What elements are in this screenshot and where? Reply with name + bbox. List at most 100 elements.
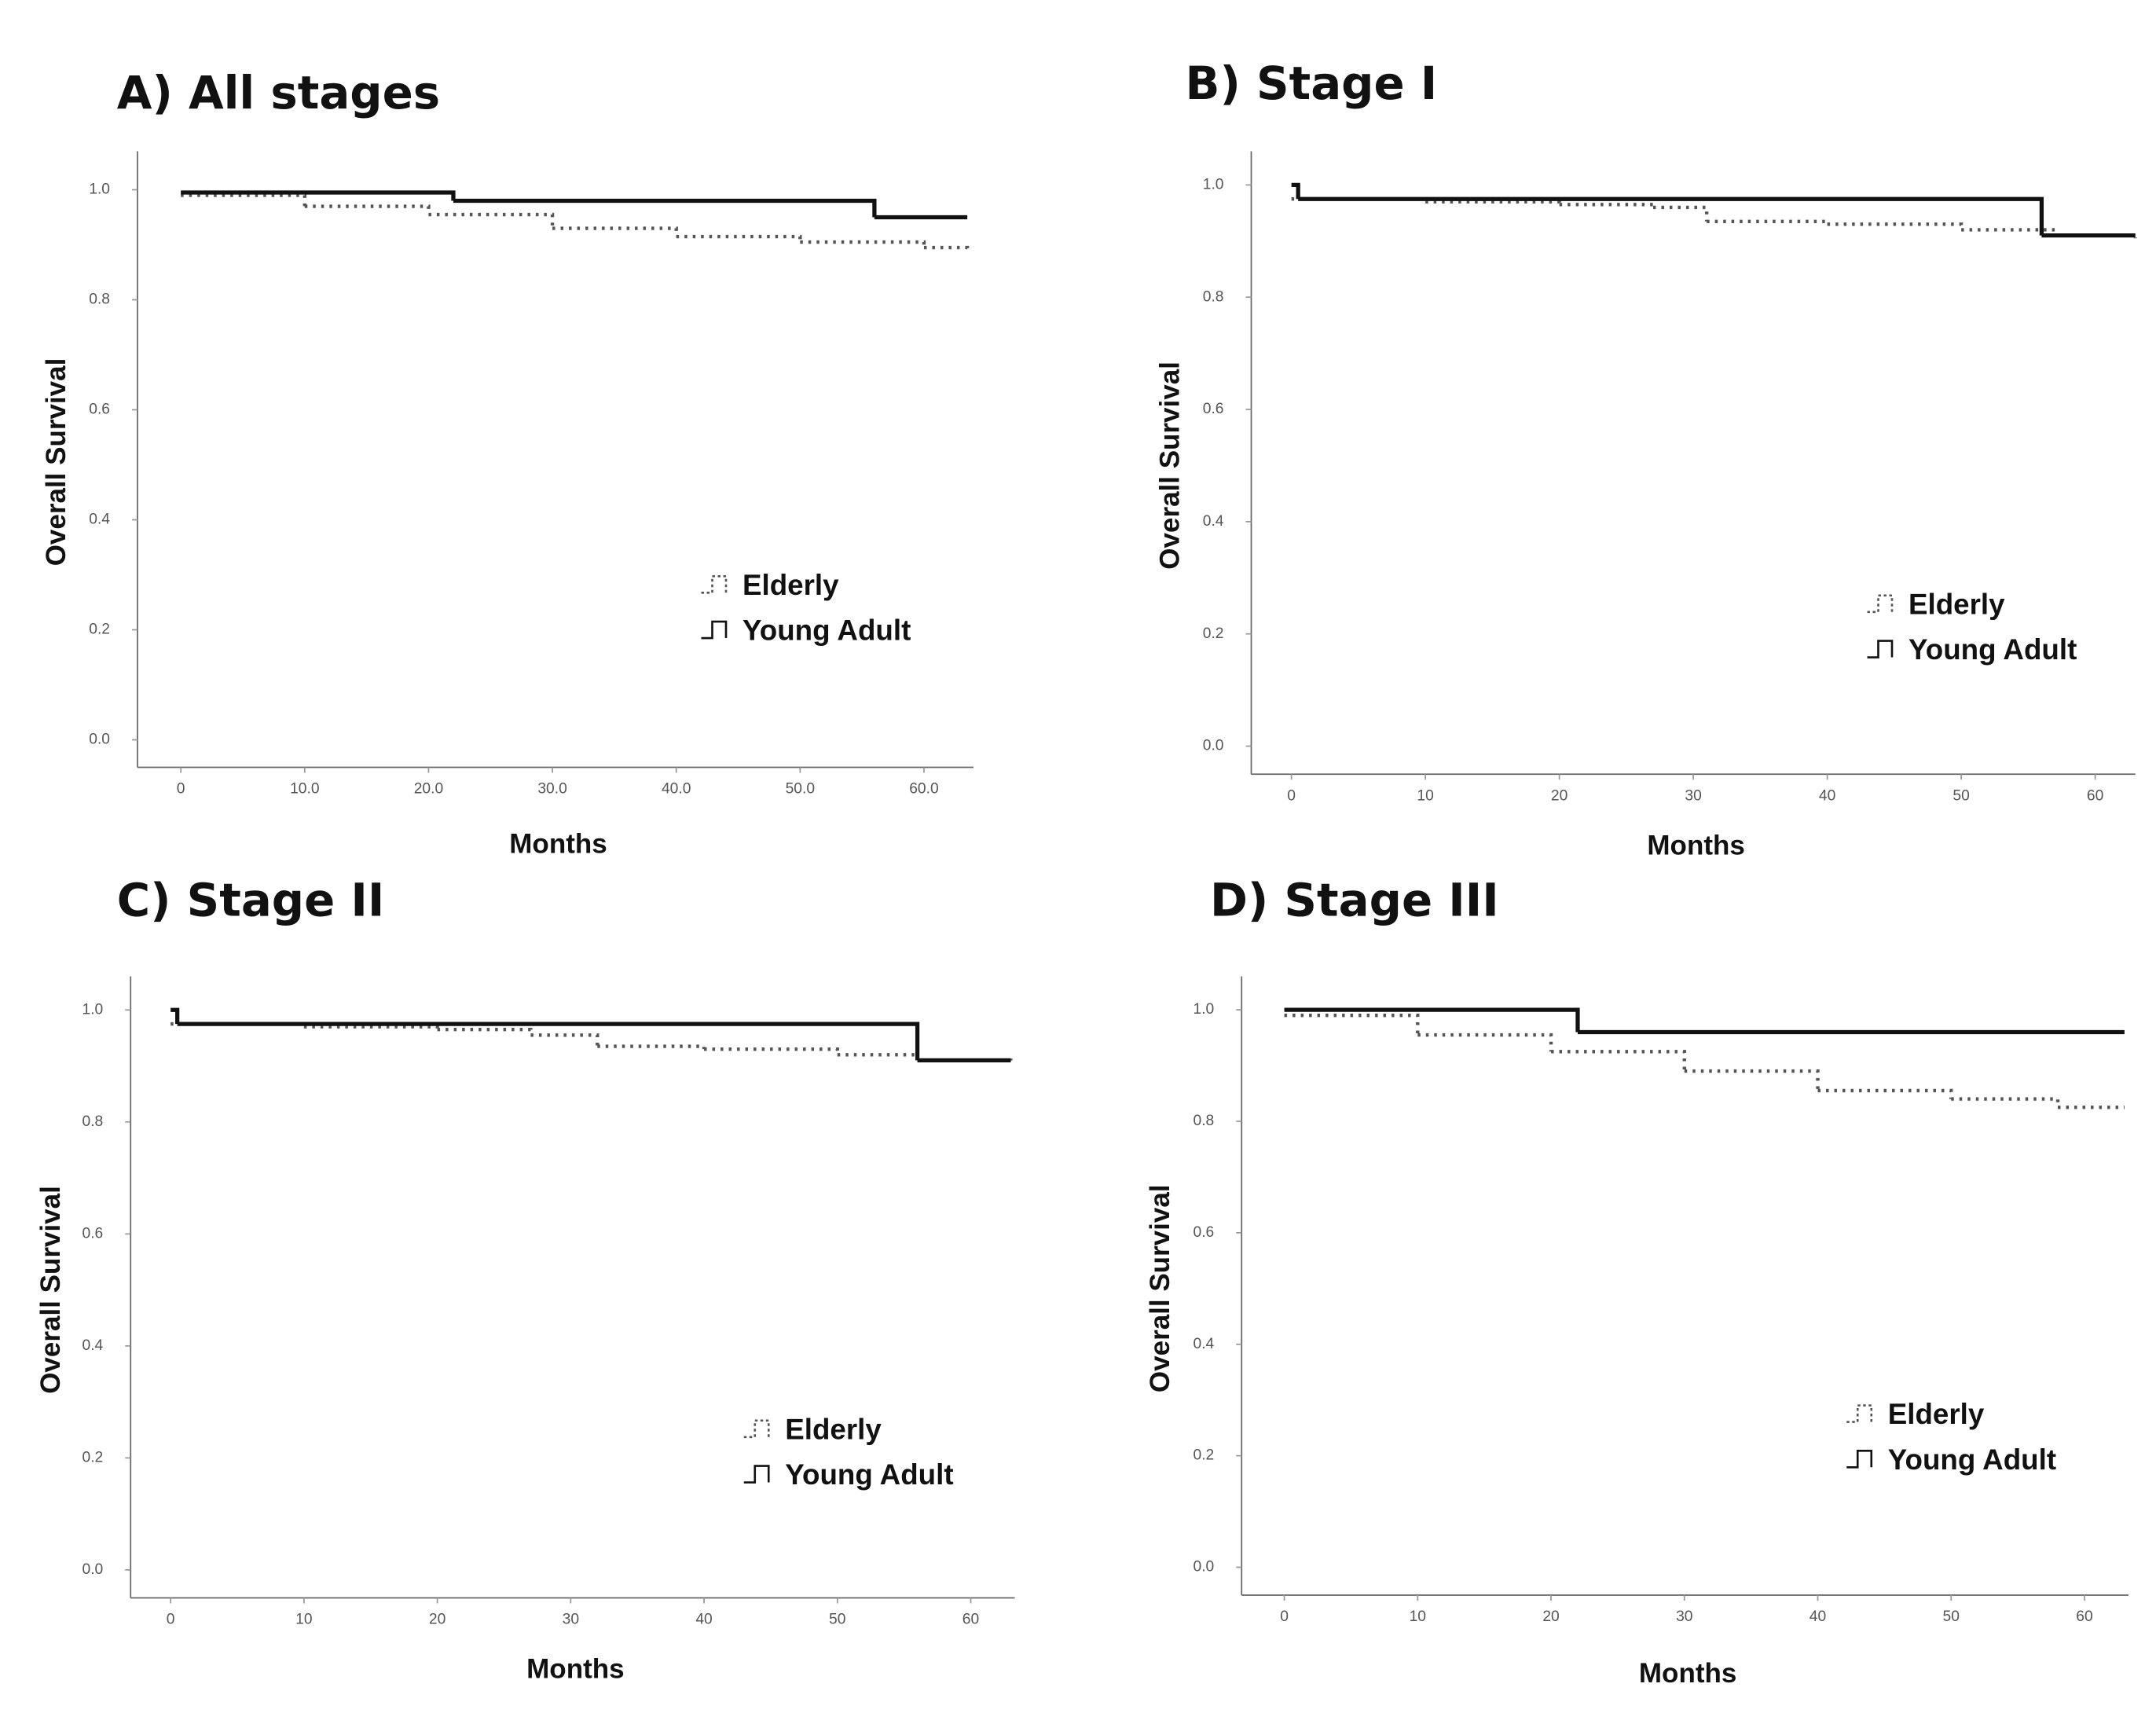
x-tick-label: 50 <box>1952 787 1969 804</box>
x-tick-label: 40 <box>1810 1608 1826 1625</box>
survival-step <box>1417 1033 1553 1052</box>
survival-step <box>181 193 306 207</box>
legend-label: Young Adult <box>1888 1443 2056 1476</box>
y-tick-label: 0.2 <box>82 1449 103 1465</box>
y-tick-label: 0.2 <box>1203 625 1224 642</box>
legend-label: Elderly <box>1888 1398 1985 1430</box>
legend-swatch <box>743 1465 770 1484</box>
x-tick-label: 20 <box>1542 1608 1559 1625</box>
legend-label: Young Adult <box>785 1458 953 1491</box>
legend-swatch <box>743 1419 770 1439</box>
survival-step <box>923 245 970 251</box>
x-axis-label: Months <box>1647 830 1744 860</box>
legend-swatch <box>1846 1404 1873 1423</box>
survival-step <box>437 1028 533 1036</box>
survival-step <box>676 234 802 243</box>
legend-swatch <box>701 574 728 594</box>
survival-step <box>552 226 678 237</box>
x-tick-label: 0 <box>177 781 185 798</box>
y-tick-label: 0.0 <box>82 1561 103 1578</box>
x-tick-label: 30 <box>1676 1608 1692 1625</box>
x-tick-label: 10.0 <box>290 781 319 798</box>
survival-step <box>453 198 877 218</box>
y-tick-label: 0.4 <box>89 512 110 528</box>
survival-step <box>1652 205 1709 222</box>
x-tick-label: 40.0 <box>662 781 691 798</box>
y-tick-label: 1.0 <box>82 1001 103 1018</box>
survival-step <box>1707 219 1829 225</box>
x-tick-label: 60 <box>2076 1608 2092 1625</box>
y-tick-label: 0.4 <box>82 1337 103 1354</box>
panel-title: C) Stage II <box>117 873 385 926</box>
x-tick-label: 60.0 <box>909 781 938 798</box>
y-tick-label: 0.4 <box>1203 513 1224 530</box>
survival-step <box>1951 1097 2060 1108</box>
x-tick-label: 10 <box>1410 1608 1426 1625</box>
y-tick-label: 0.4 <box>1193 1336 1214 1352</box>
y-tick-label: 0.0 <box>1203 738 1224 754</box>
y-tick-label: 0.2 <box>1193 1447 1214 1464</box>
y-axis-label: Overall Survival <box>41 358 72 567</box>
y-axis-label: Overall Survival <box>1154 361 1185 570</box>
legend-label: Elderly <box>742 569 839 601</box>
y-tick-label: 0.6 <box>1203 401 1224 417</box>
panel-title: B) Stage I <box>1186 57 1438 110</box>
x-tick-label: 60 <box>2087 787 2103 804</box>
panel-title: A) All stages <box>117 66 440 119</box>
x-tick-label: 30 <box>1685 787 1701 804</box>
survival-step <box>1298 196 2044 236</box>
survival-step <box>428 212 555 229</box>
y-tick-label: 0.8 <box>89 292 110 308</box>
survival-step <box>177 1022 920 1061</box>
survival-step <box>1425 200 1561 205</box>
x-tick-label: 60 <box>962 1612 979 1628</box>
survival-step <box>597 1044 706 1050</box>
y-tick-label: 1.0 <box>89 182 110 198</box>
survival-step <box>304 204 431 215</box>
y-tick-label: 0.6 <box>1193 1224 1214 1241</box>
survival-step <box>181 190 456 201</box>
legend-swatch <box>701 620 728 640</box>
survival-step <box>1827 222 1964 230</box>
y-tick-label: 0.2 <box>89 622 110 638</box>
y-tick-label: 1.0 <box>1193 1001 1214 1018</box>
x-tick-label: 40 <box>695 1612 712 1628</box>
x-tick-label: 20 <box>1551 787 1568 804</box>
y-tick-label: 0.0 <box>1193 1559 1214 1575</box>
x-axis-label: Months <box>526 1654 624 1685</box>
legend-swatch <box>1846 1449 1873 1469</box>
y-tick-label: 1.0 <box>1203 176 1224 193</box>
y-axis-label: Overall Survival <box>35 1186 66 1394</box>
legend-label: Elderly <box>785 1413 882 1445</box>
y-tick-label: 0.8 <box>1203 288 1224 305</box>
legend-swatch <box>1867 640 1894 658</box>
x-tick-label: 10 <box>1417 787 1433 804</box>
survival-step <box>303 1025 439 1030</box>
y-tick-label: 0.6 <box>89 402 110 418</box>
x-axis-label: Months <box>509 829 607 860</box>
survival-step <box>1551 1050 1686 1072</box>
legend-label: Young Adult <box>1908 633 2077 666</box>
y-tick-label: 0.0 <box>89 732 110 748</box>
survival-step <box>1284 1007 1580 1033</box>
y-tick-label: 0.8 <box>1193 1113 1214 1129</box>
survival-step <box>1559 203 1656 207</box>
x-tick-label: 0 <box>1287 787 1296 804</box>
x-tick-label: 30 <box>563 1612 579 1628</box>
legend-swatch <box>1867 594 1894 614</box>
survival-step <box>704 1047 839 1055</box>
survival-step <box>1817 1088 1953 1099</box>
x-tick-label: 20.0 <box>414 781 443 798</box>
legend-label: Young Adult <box>742 614 911 647</box>
survival-step <box>1284 1013 1420 1036</box>
panel-title: D) Stage III <box>1210 873 1499 926</box>
x-tick-label: 50 <box>829 1612 845 1628</box>
x-tick-label: 30.0 <box>537 781 566 798</box>
x-tick-label: 0 <box>1280 1608 1289 1625</box>
x-tick-label: 10 <box>295 1612 312 1628</box>
x-tick-label: 50 <box>1943 1608 1960 1625</box>
x-tick-label: 20 <box>429 1612 446 1628</box>
x-tick-label: 0 <box>167 1612 175 1628</box>
y-tick-label: 0.6 <box>82 1225 103 1242</box>
